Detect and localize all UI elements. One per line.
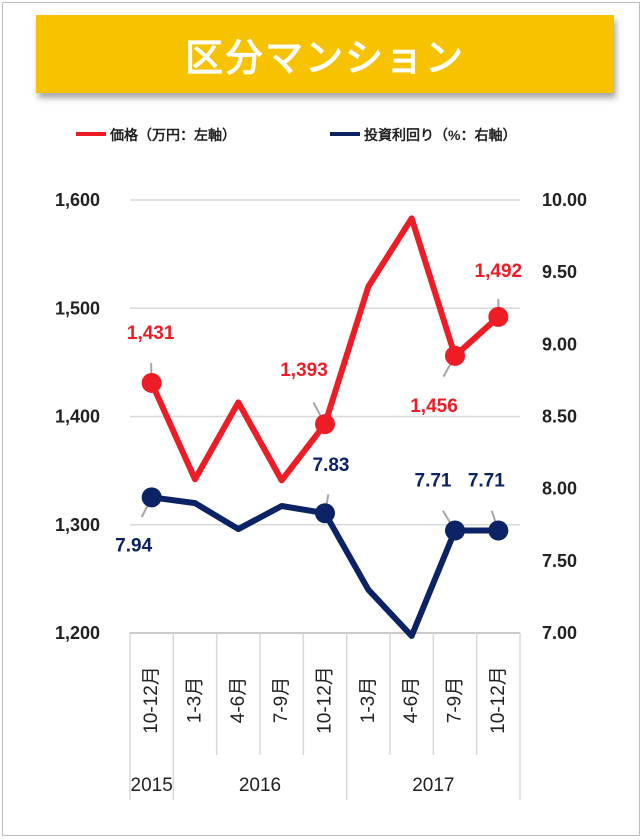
category-label: 7-9月 [271, 677, 292, 723]
series-layer: 1,431 1,393 1,456 1,492 7.94 7.83 7.71 7.71 [115, 215, 523, 639]
legend-price-label: 価格（万円：左軸） [109, 127, 236, 143]
data-label: 7.94 [115, 535, 152, 556]
left-tick-label: 1,300 [55, 515, 100, 535]
year-label: 2017 [412, 775, 454, 796]
left-tick-label: 1,500 [55, 298, 100, 318]
data-label: 1,393 [280, 360, 328, 381]
category-label: 10-12月 [488, 666, 509, 734]
category-label: 4-6月 [228, 677, 249, 723]
data-label: 1,492 [475, 261, 523, 282]
chart-title: 区分マンション [184, 35, 465, 80]
category-label: 10-12月 [315, 666, 336, 734]
right-tick-label: 7.00 [542, 623, 577, 643]
year-label: 2015 [131, 775, 173, 796]
right-tick-label: 10.00 [542, 190, 587, 210]
right-tick-label: 8.00 [542, 479, 577, 499]
left-tick-label: 1,600 [55, 190, 100, 210]
category-label: 1-3月 [358, 677, 379, 723]
data-label: 1,456 [410, 396, 458, 417]
legend: 価格（万円：左軸） 投資利回り（%：右軸） [76, 127, 516, 143]
yield-point [141, 487, 162, 508]
yield-point [488, 520, 509, 541]
title-banner: 区分マンション [36, 15, 614, 93]
left-axis: 1,200 1,300 1,400 1,500 1,600 [55, 190, 100, 643]
year-label: 2016 [239, 775, 281, 796]
price-point [445, 345, 465, 366]
price-line [148, 215, 501, 484]
data-label: 1,431 [127, 323, 175, 344]
data-label: 7.71 [468, 471, 505, 492]
right-axis: 7.00 7.50 8.00 8.50 9.00 9.50 10.00 [542, 190, 587, 643]
category-label: 4-6月 [401, 677, 422, 723]
right-tick-label: 9.50 [542, 262, 577, 282]
category-label: 10-12月 [141, 666, 162, 734]
data-label: 7.83 [313, 455, 350, 476]
left-tick-label: 1,200 [55, 623, 100, 643]
category-label: 7-9月 [445, 677, 466, 723]
data-label: 7.71 [415, 471, 452, 492]
price-point [315, 414, 335, 435]
price-point [488, 306, 509, 327]
price-point [141, 372, 162, 393]
legend-yield-label: 投資利回り（%：右軸） [364, 127, 516, 143]
right-tick-label: 8.50 [542, 407, 577, 427]
left-tick-label: 1,400 [55, 407, 100, 427]
yield-point [445, 520, 465, 541]
right-tick-label: 7.50 [542, 551, 577, 571]
category-axis: 10-12月 1-3月 4-6月 7-9月 10-12月 1-3月 4-6月 7-9月 10-1… [129, 633, 521, 800]
category-label: 1-3月 [185, 677, 206, 723]
yield-point [315, 503, 335, 524]
right-tick-label: 9.00 [542, 334, 577, 354]
